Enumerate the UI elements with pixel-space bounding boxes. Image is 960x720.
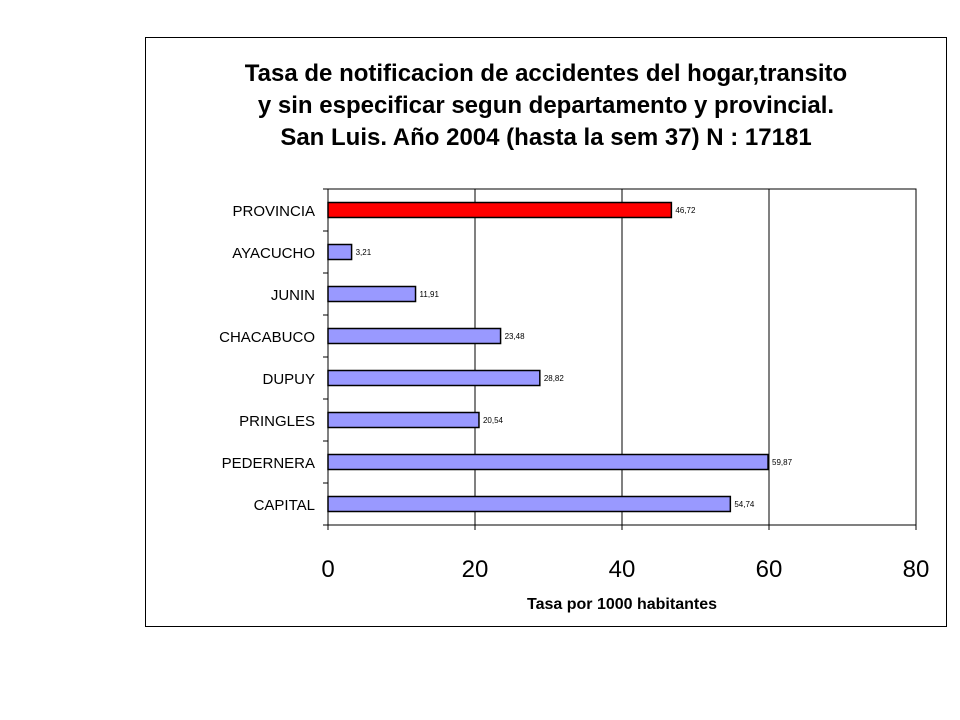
x-tick-label: 80 [903,556,930,583]
chart-title-line-3: San Luis. Año 2004 (hasta la sem 37) N :… [280,124,812,151]
bar [327,285,417,303]
value-label: 54,74 [734,500,755,509]
x-axis-title: Tasa por 1000 habitantes [527,596,717,613]
value-label: 20,54 [483,416,504,425]
category-label: PRINGLES [239,413,315,430]
category-label: PEDERNERA [222,455,315,472]
value-label: 11,91 [420,290,440,299]
value-labels: 46,72 3,21 11,91 23,48 28,82 20,54 59,87 54,74 [356,206,793,509]
bar [327,201,673,219]
category-label: PROVINCIA [232,203,315,220]
bar [327,369,541,387]
bar [327,243,353,261]
category-label: CAPITAL [254,497,315,514]
value-label: 46,72 [675,206,696,215]
category-label: AYACUCHO [232,245,315,262]
chart-title-line-2: y sin especificar segun departamento y p… [257,92,835,119]
x-tick-label: 60 [756,556,783,583]
category-label: CHACABUCO [219,329,315,346]
value-label: 3,21 [356,248,372,257]
value-label: 28,82 [544,374,565,383]
chart-title: Tasa de notificacion de accidentes del h… [146,58,946,154]
chart-title-line-1: Tasa de notificacion de accidentes del h… [244,60,848,87]
category-label: DUPUY [262,371,315,388]
bar [327,327,502,345]
bar [327,411,480,429]
x-tick-label: 40 [609,556,636,583]
x-ticks: 0 20 40 60 80 [321,525,929,583]
category-labels: PROVINCIA AYACUCHO JUNIN CHACABUCO DUPUY PRIN… [219,203,315,514]
bar [327,495,732,513]
value-label: 23,48 [505,332,526,341]
value-label: 59,87 [772,458,793,467]
bar [327,453,769,471]
x-tick-label: 0 [321,556,334,583]
category-label: JUNIN [271,287,315,304]
x-tick-label: 20 [462,556,489,583]
bars [323,188,769,526]
